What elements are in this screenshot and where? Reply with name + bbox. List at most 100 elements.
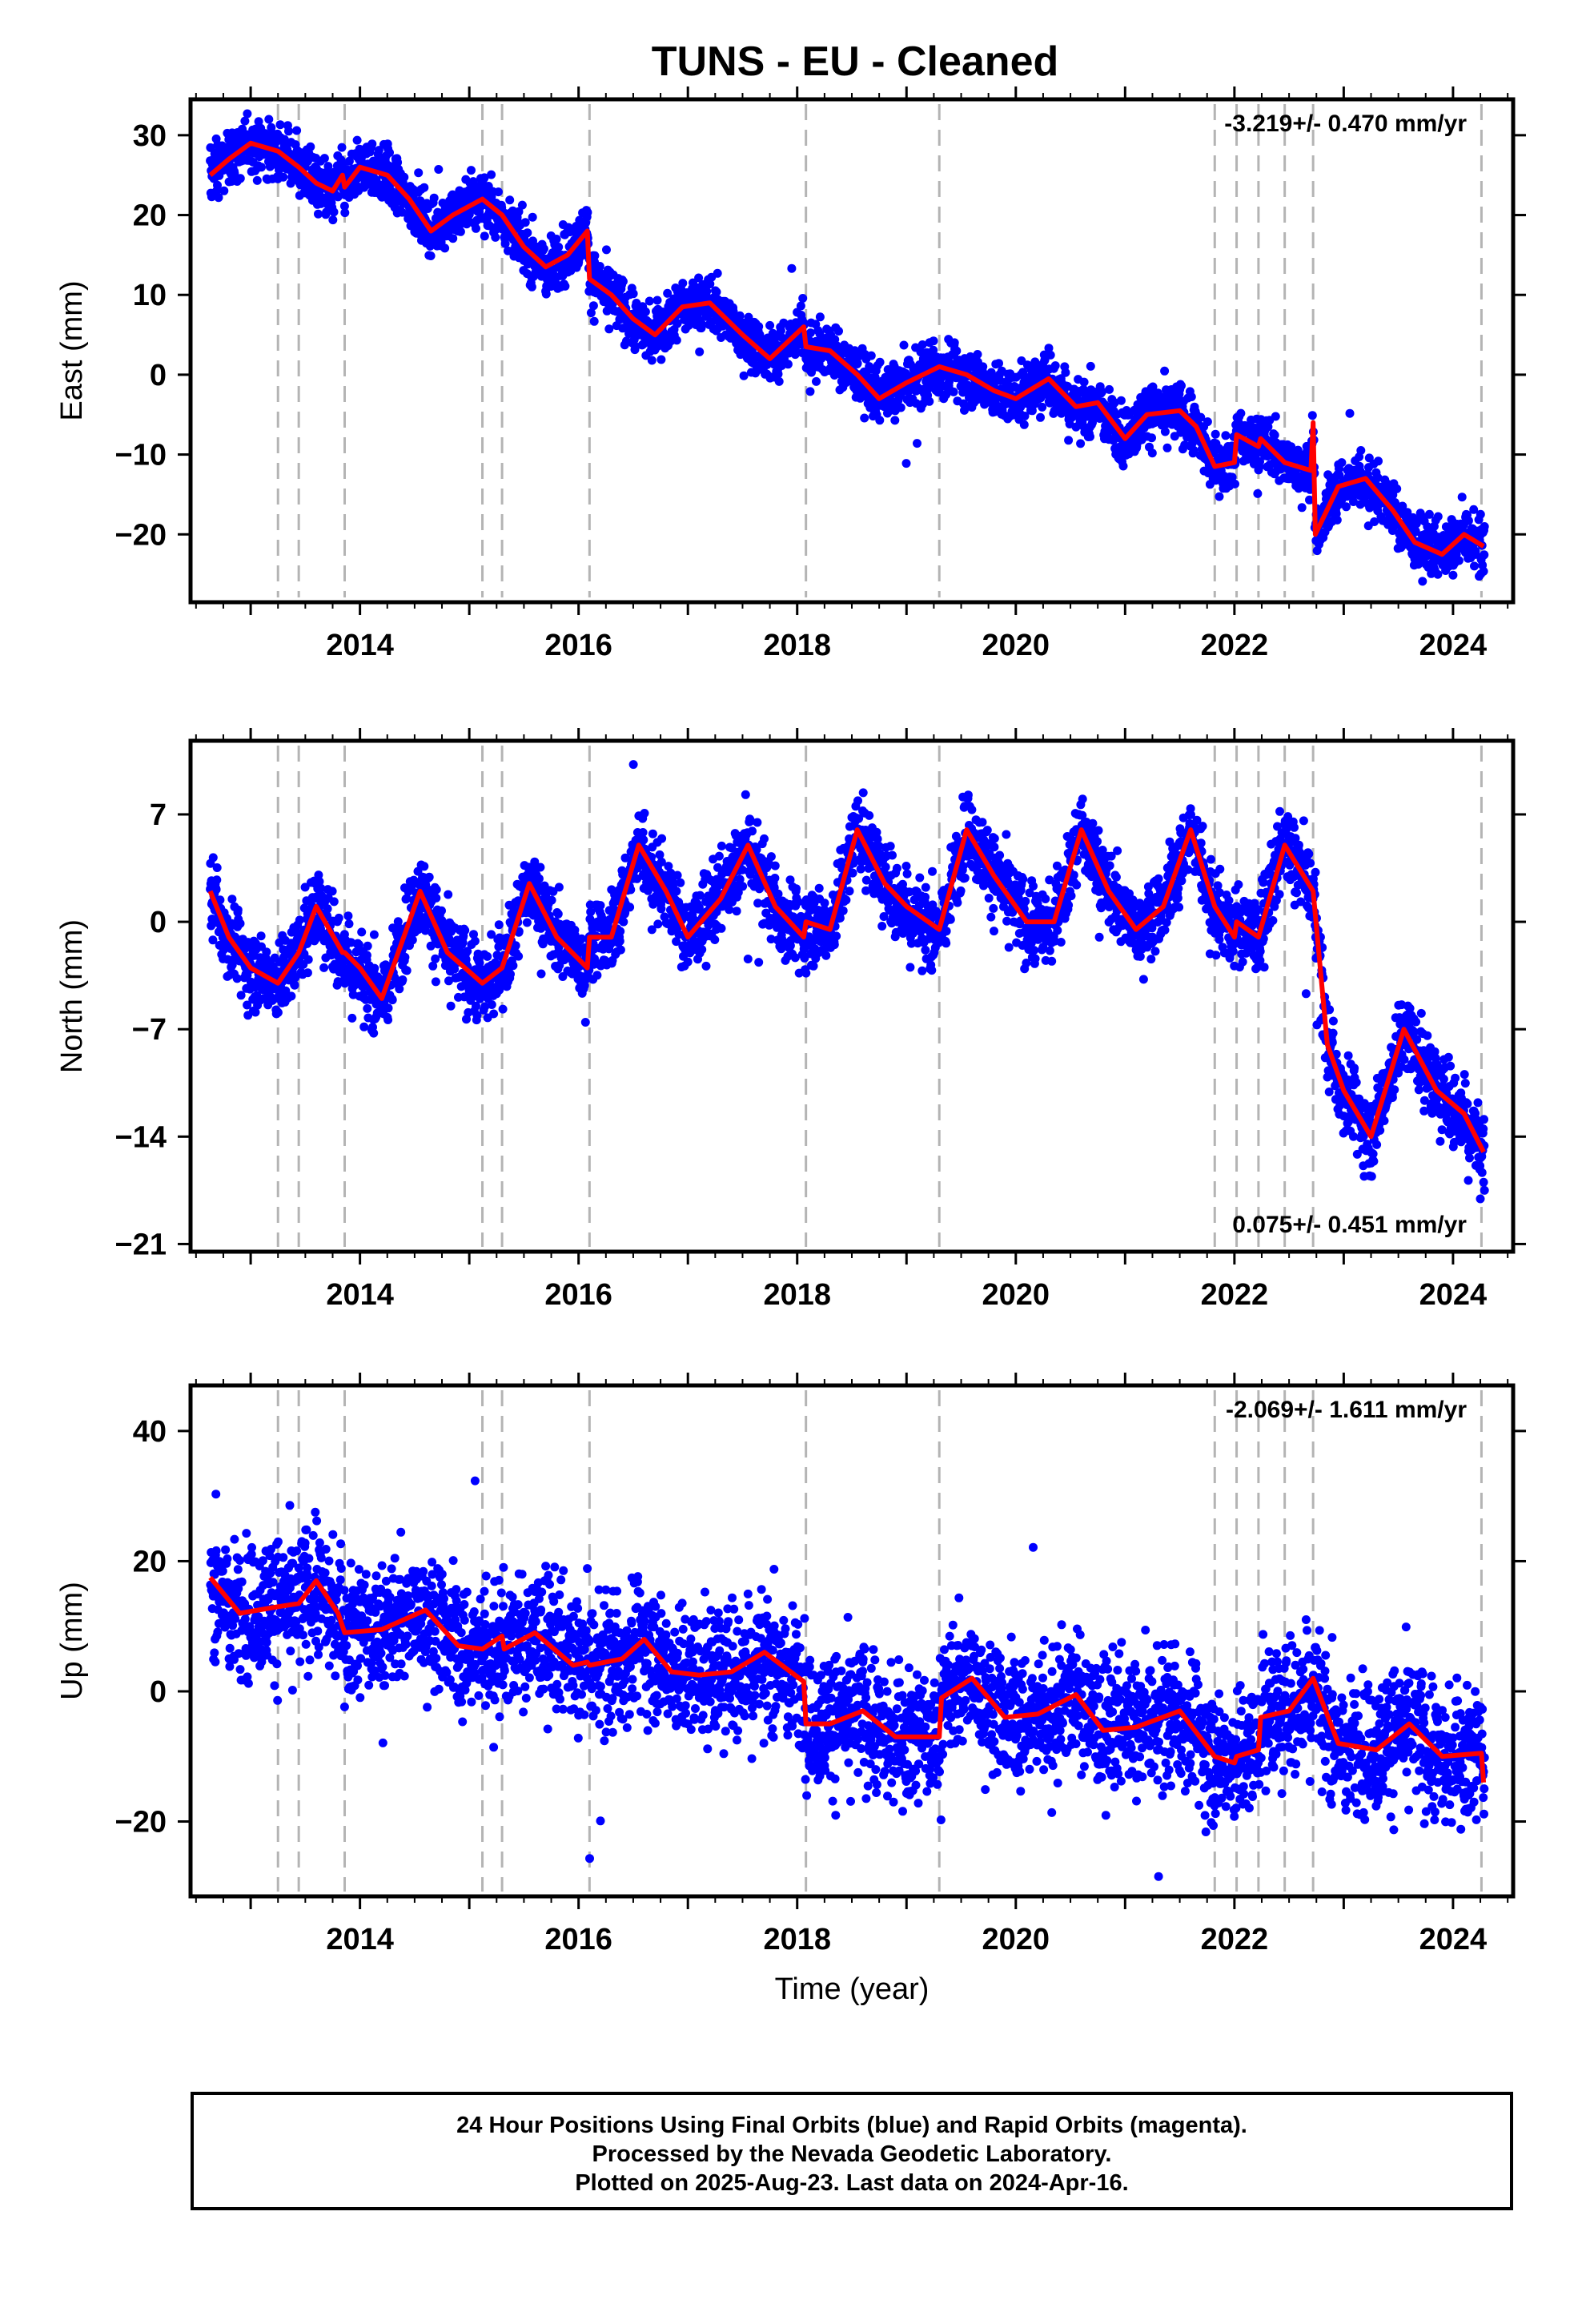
data-point	[262, 947, 271, 957]
data-point	[1215, 492, 1224, 501]
data-point	[340, 208, 350, 218]
data-point	[952, 346, 962, 356]
data-point	[230, 168, 239, 178]
data-point	[702, 287, 712, 296]
data-point	[489, 1009, 499, 1019]
data-point	[1064, 436, 1074, 445]
data-point	[284, 127, 293, 136]
data-point	[925, 396, 934, 406]
y-tick-label: −10	[115, 439, 167, 472]
data-point	[279, 172, 288, 182]
data-point	[899, 340, 909, 350]
data-point	[1098, 387, 1106, 396]
data-point	[1160, 427, 1170, 436]
data-point	[420, 862, 429, 871]
data-point	[929, 336, 938, 346]
data-point	[595, 262, 604, 271]
data-point	[712, 287, 721, 297]
data-point	[359, 1022, 369, 1031]
data-point	[776, 326, 785, 336]
data-point	[517, 200, 527, 210]
data-point	[370, 963, 379, 973]
data-point	[1476, 509, 1485, 519]
data-point	[334, 913, 343, 923]
data-point	[328, 215, 338, 225]
data-point	[539, 244, 548, 254]
data-point	[480, 231, 489, 241]
data-point	[973, 350, 982, 359]
panel-north: 2014 2016 2018 2020 2022 2024−21−14−707North …	[55, 728, 1526, 1312]
figure-title: TUNS - EU - Cleaned	[652, 38, 1059, 85]
data-point	[494, 187, 503, 197]
data-point	[1079, 377, 1089, 387]
data-point	[640, 307, 650, 316]
data-point	[652, 296, 662, 305]
data-point	[787, 263, 797, 273]
data-point	[306, 142, 315, 151]
data-point	[754, 322, 764, 332]
data-point	[1374, 456, 1383, 466]
data-point	[456, 227, 465, 236]
data-point	[235, 174, 245, 183]
data-point	[240, 116, 250, 126]
data-point	[1086, 361, 1095, 371]
data-point	[273, 1007, 283, 1017]
data-point	[367, 139, 377, 149]
data-point	[303, 968, 312, 978]
data-point	[1118, 461, 1128, 471]
data-point	[432, 885, 441, 895]
data-point	[1036, 412, 1045, 422]
data-point	[440, 243, 450, 253]
data-point	[329, 897, 339, 907]
data-point	[437, 906, 446, 915]
data-point	[1307, 411, 1317, 420]
data-point	[773, 369, 783, 379]
data-point	[694, 273, 704, 283]
data-point	[1470, 561, 1479, 571]
data-point	[1177, 381, 1186, 391]
data-point	[1253, 489, 1263, 498]
y-tick-label: 30	[133, 119, 167, 153]
data-point	[1479, 566, 1488, 576]
data-point	[505, 195, 515, 205]
data-point	[1046, 350, 1055, 360]
data-point	[233, 905, 243, 915]
data-point	[588, 301, 598, 311]
data-point	[1480, 522, 1489, 531]
data-point	[913, 439, 921, 448]
data-point	[1018, 368, 1028, 377]
data-point	[303, 955, 313, 964]
data-point	[287, 991, 296, 1001]
data-point	[393, 158, 403, 167]
data-point	[678, 279, 688, 288]
data-point	[853, 359, 862, 368]
data-point	[860, 413, 869, 423]
data-point	[945, 377, 954, 387]
data-point	[383, 1003, 393, 1013]
data-point	[1027, 406, 1037, 416]
y-tick-label: −20	[115, 518, 167, 552]
data-point	[805, 387, 815, 396]
data-point	[500, 239, 510, 248]
data-point	[866, 351, 876, 360]
data-point	[323, 162, 333, 171]
y-tick-label: 10	[133, 279, 167, 312]
data-point	[554, 243, 564, 251]
data-point	[434, 165, 444, 174]
data-point	[774, 376, 784, 386]
data-point	[1297, 503, 1307, 513]
data-point	[374, 146, 383, 155]
data-point	[1460, 611, 1469, 620]
x-tick-label: 2014	[326, 629, 394, 662]
data-point	[208, 853, 218, 862]
data-point	[590, 251, 600, 260]
data-point	[541, 289, 551, 299]
data-point	[527, 282, 536, 292]
panel-east: 2014 2016 2018 2020 2022 2024−20−100102030Eas…	[55, 86, 1526, 662]
data-point	[369, 1028, 379, 1038]
data-point	[498, 1004, 508, 1014]
data-point	[414, 168, 424, 178]
data-point	[618, 276, 628, 286]
data-point	[631, 342, 640, 352]
